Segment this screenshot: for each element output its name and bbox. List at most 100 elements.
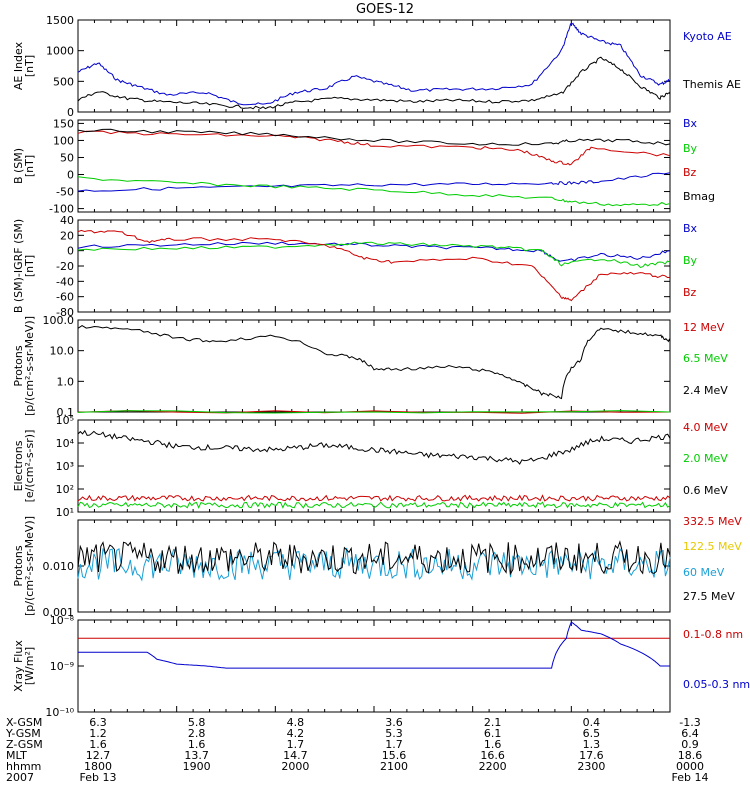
footer-value: 5.8 <box>188 716 206 729</box>
y-tick-label: 100.0 <box>43 314 75 327</box>
y-tick-label: 1500 <box>46 14 74 27</box>
panel-electrons: 10¹ 10² 10³ 10⁴ 10⁵ Electrons[e/(cm²-s-sr)] 4.… <box>12 414 728 519</box>
y-tick-label: 20 <box>60 229 74 242</box>
footer-value: 1900 <box>183 760 211 773</box>
footer-value: 5.3 <box>385 727 403 740</box>
y-tick-label: 1.0 <box>57 375 75 388</box>
y-tick-label: 0 <box>67 106 74 119</box>
footer-value: 2200 <box>479 760 507 773</box>
y-tick-label: 10³ <box>56 460 74 473</box>
footer-value: 1.6 <box>89 738 107 751</box>
legend-entry: 0.6 MeV <box>683 484 728 497</box>
footer-row-label: Z-GSM <box>6 738 43 751</box>
legend-entry: 0.05-0.3 nm <box>683 678 750 691</box>
y-tick-label: -80 <box>56 306 74 319</box>
footer-value: 6.3 <box>89 716 107 729</box>
panel-b: -100 -50 0 50 100 150 B (SM)[nT] Bx By Bz Bmag <box>12 117 715 216</box>
y-tick-label: 0.1 <box>57 406 75 419</box>
footer-value: 4.8 <box>287 716 305 729</box>
y-axis-label-line: AE Index <box>12 41 25 90</box>
footer-value: 0.9 <box>681 738 699 751</box>
series-xray-1 <box>78 621 670 669</box>
footer-value: 1.3 <box>583 738 601 751</box>
y-axis-label-line: [W/m²] <box>23 647 36 685</box>
y-tick-label: 10⁴ <box>56 437 75 450</box>
y-tick-label: -20 <box>56 260 74 273</box>
y-axis-label-line: [nT] <box>23 155 36 177</box>
footer-value: 1.7 <box>287 738 305 751</box>
y-axis-label: Electrons[e/(cm²-s-sr)] <box>12 430 36 503</box>
legend-entry: By <box>683 254 698 267</box>
y-axis-label-line: [p/(cm²-s-sr-MeV)] <box>23 316 36 416</box>
legend-entry: 12 MeV <box>683 321 725 334</box>
footer-value: 18.6 <box>678 749 703 762</box>
footer-row-label: Y-GSM <box>5 727 41 740</box>
legend-entry: Kyoto AE <box>683 30 732 43</box>
legend-entry: 122.5 MeV <box>683 540 742 553</box>
ephemeris-footer: X-GSMY-GSMZ-GSMMLThhmm20076.31.21.612.71… <box>5 716 708 784</box>
footer-value: 2.1 <box>484 716 502 729</box>
panel-xray: 10⁻¹⁰ 10⁻⁹ 10⁻⁸ Xray Flux[W/m²] 0.1-0.8 nm 0.… <box>12 614 750 719</box>
footer-value: 4.2 <box>287 727 305 740</box>
footer-value: 2300 <box>577 760 605 773</box>
legend-entry: Bx <box>683 117 698 130</box>
y-tick-label: 10⁻⁹ <box>50 660 74 673</box>
panel-db: -80 -60 -40 -20 0 20 40 B (SM)-IGRF (SM)[nT] Bx B… <box>12 214 698 319</box>
series-db-2 <box>77 229 670 302</box>
footer-value: 6.5 <box>583 727 601 740</box>
legend-entry: 6.5 MeV <box>683 352 728 365</box>
series-electrons-2 <box>77 429 671 465</box>
series-db-0 <box>77 241 671 262</box>
series-electrons-1 <box>77 501 671 509</box>
legend-entry: Bz <box>683 286 697 299</box>
legend-entry: 2.4 MeV <box>683 384 728 397</box>
series-electrons-0 <box>77 494 671 502</box>
legend-entry: Bmag <box>683 190 715 203</box>
y-tick-label: 50 <box>60 151 74 164</box>
y-axis-label: Protons[p/(cm²-s-sr-MeV)] <box>12 316 36 416</box>
y-tick-label: 10⁵ <box>56 414 74 427</box>
footer-value: 17.6 <box>579 749 604 762</box>
footer-value: Feb 14 <box>672 771 709 784</box>
panel-protons_low: 0.1 1.0 10.0 100.0 Protons[p/(cm²-s-sr-MeV)]… <box>12 314 728 419</box>
y-axis-label-line: Electrons <box>12 440 25 491</box>
footer-value: 12.7 <box>86 749 111 762</box>
series-ae-0 <box>77 22 671 106</box>
series-ae-1 <box>77 56 671 110</box>
series-protons_low-0 <box>77 410 671 414</box>
panel-frame <box>77 319 671 413</box>
y-axis-label: Xray Flux[W/m²] <box>12 640 36 692</box>
footer-value: 1800 <box>84 760 112 773</box>
series-b-2 <box>77 130 671 166</box>
y-tick-label: -40 <box>56 275 74 288</box>
series-protons_low-1 <box>77 410 671 414</box>
footer-value: 3.6 <box>385 716 403 729</box>
y-axis-label-line: Protons <box>12 345 25 386</box>
legend-entry: 2.0 MeV <box>683 452 728 465</box>
y-tick-label: 10.0 <box>50 345 75 358</box>
footer-value: 6.4 <box>681 727 699 740</box>
footer-value: 0000 <box>676 760 704 773</box>
y-tick-label: 10² <box>56 483 74 496</box>
footer-row-label: hhmm <box>6 760 41 773</box>
y-axis-label-line: [nT] <box>23 55 36 77</box>
footer-value: 1.6 <box>188 738 206 751</box>
series-b-1 <box>77 176 671 207</box>
y-tick-label: -60 <box>56 291 74 304</box>
series-db-1 <box>77 241 671 268</box>
footer-value: 1.7 <box>385 738 403 751</box>
legend-entry: 27.5 MeV <box>683 590 735 603</box>
footer-value: 1.6 <box>484 738 502 751</box>
y-axis-label-line: [nT] <box>23 255 36 277</box>
footer-value: 13.7 <box>184 749 209 762</box>
y-tick-label: 10¹ <box>56 506 74 519</box>
series-protons_high-2 <box>77 547 671 582</box>
y-tick-label: 100 <box>53 134 74 147</box>
legend-entry: Themis AE <box>682 78 741 91</box>
footer-value: 14.7 <box>283 749 308 762</box>
footer-row-label: 2007 <box>6 771 34 784</box>
panel-frame <box>77 219 671 313</box>
legend-entry: 0.1-0.8 nm <box>683 628 743 641</box>
y-tick-label: 500 <box>53 75 74 88</box>
y-axis-label-line: Protons <box>12 545 25 586</box>
